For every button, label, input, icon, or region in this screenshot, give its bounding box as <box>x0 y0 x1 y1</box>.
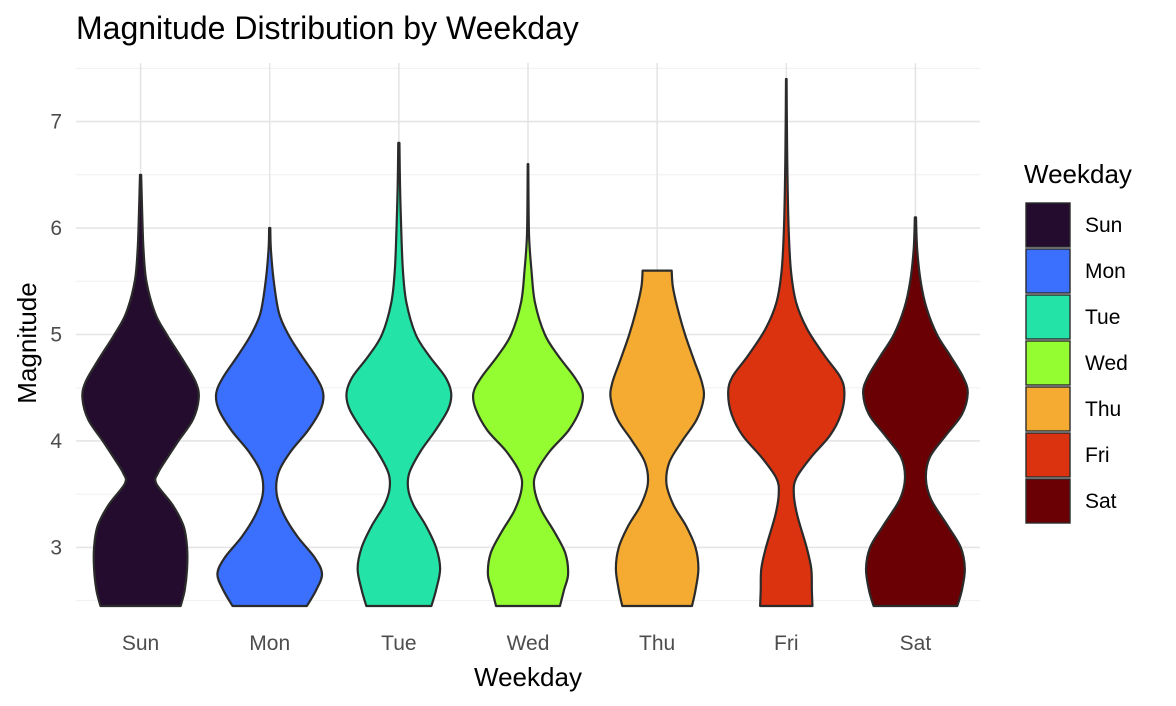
y-tick-label: 6 <box>50 217 62 240</box>
violin-sat <box>862 216 969 608</box>
violin-thu <box>609 269 706 608</box>
y-tick-label: 3 <box>50 536 62 559</box>
violin-sun <box>81 173 200 608</box>
x-axis-ticks: Sun Mon Tue Wed Thu Fri Sat <box>122 632 931 655</box>
legend-label-tue: Tue <box>1085 306 1120 329</box>
y-tick-label: 7 <box>50 111 62 134</box>
legend: Weekday Sun Mon Tue Wed Thu Fri Sat <box>1024 159 1132 524</box>
violin-tue <box>345 141 453 608</box>
legend-key-fri <box>1025 432 1071 478</box>
x-tick-label: Tue <box>381 632 416 655</box>
chart-title: Magnitude Distribution by Weekday <box>76 10 579 46</box>
x-tick-label: Thu <box>639 632 675 655</box>
legend-label-wed: Wed <box>1085 352 1128 375</box>
legend-key-wed <box>1025 340 1071 386</box>
legend-label-sun: Sun <box>1085 214 1122 237</box>
legend-key-sat <box>1025 478 1071 524</box>
x-tick-label: Sat <box>900 632 932 655</box>
y-axis-title: Magnitude <box>12 282 42 403</box>
legend-title: Weekday <box>1024 159 1132 189</box>
legend-label-mon: Mon <box>1085 260 1126 283</box>
x-tick-label: Sun <box>122 632 159 655</box>
violin-wed <box>471 163 585 608</box>
x-tick-label: Fri <box>774 632 799 655</box>
y-tick-label: 4 <box>50 430 62 453</box>
violin-series <box>81 77 969 608</box>
legend-key-thu <box>1025 386 1071 432</box>
legend-label-sat: Sat <box>1085 490 1117 513</box>
x-tick-label: Mon <box>249 632 290 655</box>
y-axis-ticks: 3 4 5 6 7 <box>50 111 62 560</box>
x-tick-label: Wed <box>507 632 550 655</box>
legend-label-fri: Fri <box>1085 444 1110 467</box>
violin-fri <box>727 77 846 608</box>
y-tick-label: 5 <box>50 324 62 347</box>
legend-label-thu: Thu <box>1085 398 1121 421</box>
legend-key-mon <box>1025 248 1071 294</box>
violin-mon <box>214 226 325 608</box>
legend-key-tue <box>1025 294 1071 340</box>
x-axis-title: Weekday <box>474 662 582 692</box>
legend-key-sun <box>1025 202 1071 248</box>
